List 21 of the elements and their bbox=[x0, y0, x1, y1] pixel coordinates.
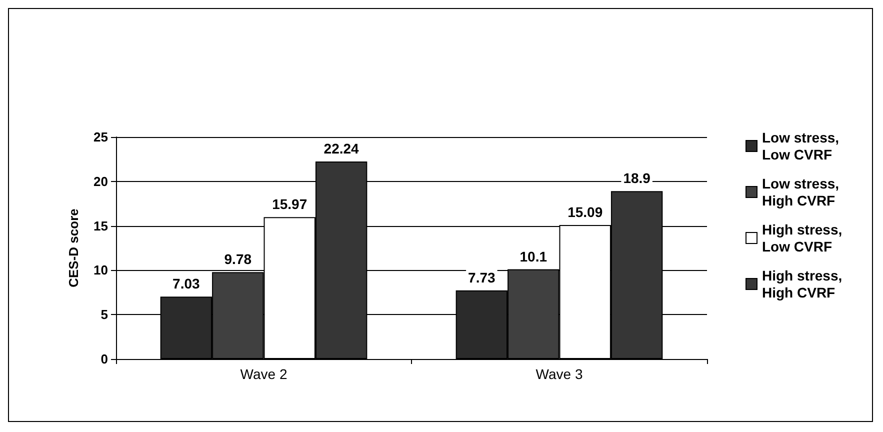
y-tick-label: 25 bbox=[94, 130, 108, 144]
data-label: 7.73 bbox=[468, 269, 496, 286]
x-tick-label: Wave 2 bbox=[240, 366, 288, 382]
y-tick-label: 5 bbox=[100, 307, 108, 322]
y-tick-label: 15 bbox=[94, 218, 108, 234]
y-tick-label: 10 bbox=[94, 262, 108, 278]
x-tick-label: Wave 3 bbox=[536, 366, 583, 382]
data-label: 9.78 bbox=[224, 251, 252, 268]
data-label: 15.97 bbox=[272, 196, 308, 212]
data-label: 22.24 bbox=[324, 140, 360, 157]
data-label: 7.03 bbox=[172, 276, 200, 292]
legend-label: High stress, High CVRF bbox=[762, 268, 846, 300]
y-tick-label: 0 bbox=[100, 352, 108, 366]
y-tick-label: 20 bbox=[94, 174, 108, 189]
legend-label: Low stress, Low CVRF bbox=[762, 130, 843, 162]
data-label: 15.09 bbox=[568, 204, 603, 220]
legend-label: High stress, Low CVRF bbox=[762, 222, 846, 254]
legend-label: Low stress, High CVRF bbox=[762, 176, 843, 208]
data-label: 10.1 bbox=[520, 248, 548, 264]
data-label: 18.9 bbox=[623, 170, 651, 186]
y-axis-title: CES-D score bbox=[66, 208, 81, 288]
